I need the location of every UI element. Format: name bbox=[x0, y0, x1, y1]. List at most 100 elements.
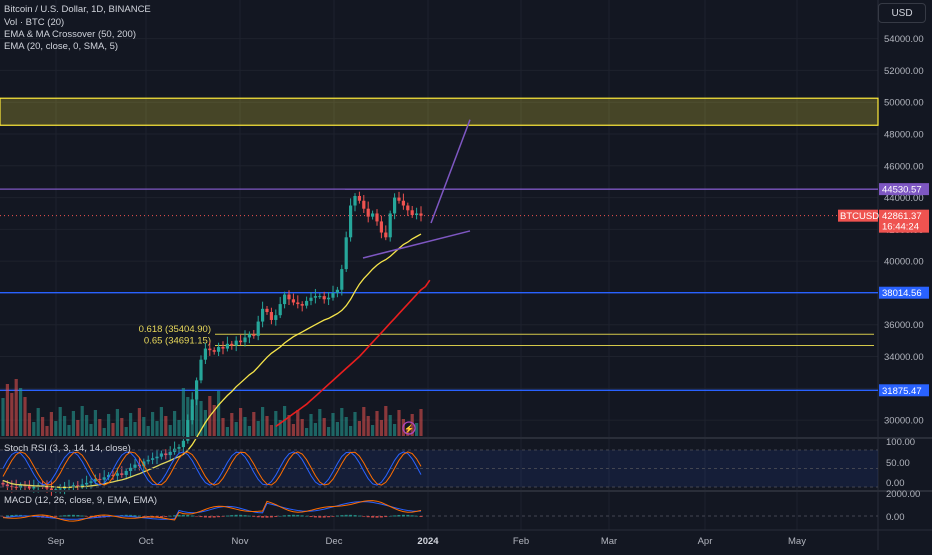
volume-bar bbox=[331, 413, 335, 436]
candle-body bbox=[410, 210, 414, 216]
x-tick-label: Apr bbox=[698, 536, 713, 547]
volume-bar bbox=[305, 428, 309, 436]
candle-body bbox=[261, 308, 265, 322]
sma200-line bbox=[275, 279, 431, 428]
volume-bar bbox=[199, 401, 203, 436]
volume-bar bbox=[362, 407, 366, 436]
volume-bar bbox=[397, 410, 401, 436]
y-tick-label: 44000.00 bbox=[884, 193, 924, 204]
macd-histogram-bar bbox=[247, 515, 251, 517]
x-tick-label: Sep bbox=[48, 536, 65, 547]
volume-bar bbox=[76, 420, 80, 436]
volume-bar bbox=[309, 414, 313, 436]
macd-histogram-bar bbox=[278, 515, 282, 517]
macd-histogram-bar bbox=[212, 516, 216, 518]
ema-indicator-label[interactable]: EMA (20, close, 0, SMA, 5) bbox=[4, 41, 119, 52]
y-tick-label: 34000.00 bbox=[884, 352, 924, 363]
macd-histogram-bar bbox=[340, 515, 344, 517]
macd-histogram-bar bbox=[265, 516, 269, 518]
candle-body bbox=[142, 461, 146, 467]
macd-histogram-bar bbox=[63, 515, 67, 517]
volume-bar bbox=[335, 422, 339, 436]
x-tick-label: Dec bbox=[326, 536, 343, 547]
candle-body bbox=[146, 459, 150, 462]
volume-bar bbox=[234, 422, 238, 436]
volume-bar bbox=[313, 423, 317, 436]
candle-body bbox=[89, 481, 93, 483]
macd-histogram-bar bbox=[208, 516, 212, 518]
candle-body bbox=[45, 486, 49, 489]
candle-body bbox=[225, 343, 229, 349]
candle-body bbox=[283, 294, 287, 305]
stoch-rsi-label[interactable]: Stoch RSI (3, 3, 14, 14, close) bbox=[4, 443, 131, 454]
candle-body bbox=[32, 486, 36, 489]
volume-bar bbox=[243, 417, 247, 436]
macd-histogram-bar bbox=[313, 516, 317, 518]
candle-body bbox=[133, 464, 137, 468]
macd-line bbox=[2, 501, 422, 520]
candle-body bbox=[159, 453, 163, 457]
macd-histogram-bar bbox=[252, 516, 256, 517]
volume-indicator-label[interactable]: Vol · BTC (20) bbox=[4, 17, 65, 28]
ema-ma-crossover-label[interactable]: EMA & MA Crossover (50, 200) bbox=[4, 29, 136, 40]
macd-histogram-bar bbox=[230, 515, 234, 517]
volume-bar bbox=[137, 408, 141, 436]
y-tick-label: 36000.00 bbox=[884, 320, 924, 331]
macd-histogram-bar bbox=[181, 514, 185, 517]
volume-bar bbox=[247, 426, 251, 436]
fib-level-label: 0.65 (34691.15) bbox=[144, 336, 211, 347]
macd-histogram-bar bbox=[1, 516, 5, 517]
candle-body bbox=[102, 477, 106, 480]
macd-histogram-bar bbox=[318, 516, 322, 518]
candle-body bbox=[164, 453, 168, 456]
macd-histogram-bar bbox=[177, 514, 181, 517]
volume-bar bbox=[120, 418, 124, 436]
candle-body bbox=[190, 399, 194, 421]
macd-histogram-bar bbox=[58, 515, 62, 517]
volume-bar bbox=[269, 425, 273, 436]
y-tick-label: 30000.00 bbox=[884, 416, 924, 427]
currency-button[interactable]: USD bbox=[878, 3, 926, 23]
volume-bar bbox=[98, 419, 102, 436]
candle-body bbox=[155, 456, 159, 459]
macd-histogram-bar bbox=[14, 514, 18, 517]
macd-histogram-bar bbox=[54, 516, 58, 517]
volume-bar bbox=[181, 388, 185, 436]
volume-bar bbox=[393, 424, 397, 436]
stoch-d-line bbox=[2, 451, 422, 486]
macd-histogram-bar bbox=[225, 515, 229, 517]
volume-bar bbox=[80, 406, 84, 436]
x-tick-label: May bbox=[788, 536, 806, 547]
volume-bar bbox=[353, 412, 357, 436]
candle-body bbox=[384, 232, 388, 238]
volume-bar bbox=[349, 426, 353, 436]
candle-body bbox=[212, 350, 216, 352]
macd-histogram-bar bbox=[357, 515, 361, 517]
candle-body bbox=[208, 348, 212, 351]
macd-histogram-bar bbox=[353, 515, 357, 517]
macd-histogram-bar bbox=[67, 514, 71, 517]
macd-histogram-bar bbox=[5, 515, 9, 517]
volume-bar bbox=[115, 409, 119, 436]
candle-body bbox=[344, 237, 348, 270]
volume-bar bbox=[67, 425, 71, 436]
y-tick-label: 40000.00 bbox=[884, 257, 924, 268]
stoch-tick: 50.00 bbox=[886, 458, 910, 469]
macd-histogram-bar bbox=[415, 515, 419, 517]
candle-body bbox=[318, 296, 322, 298]
candle-body bbox=[243, 337, 247, 343]
macd-label[interactable]: MACD (12, 26, close, 9, EMA, EMA) bbox=[4, 495, 158, 506]
macd-histogram-bar bbox=[366, 516, 370, 518]
candle-body bbox=[63, 487, 67, 489]
volume-bar bbox=[45, 426, 49, 436]
y-tick-label: 50000.00 bbox=[884, 98, 924, 109]
macd-histogram-bar bbox=[327, 516, 331, 518]
volume-bar bbox=[256, 421, 260, 436]
candle-body bbox=[322, 296, 326, 300]
fib-level-label: 0.618 (35404.90) bbox=[139, 324, 211, 335]
candle-body bbox=[269, 312, 273, 320]
candle-body bbox=[195, 380, 199, 400]
candle-body bbox=[168, 451, 172, 456]
